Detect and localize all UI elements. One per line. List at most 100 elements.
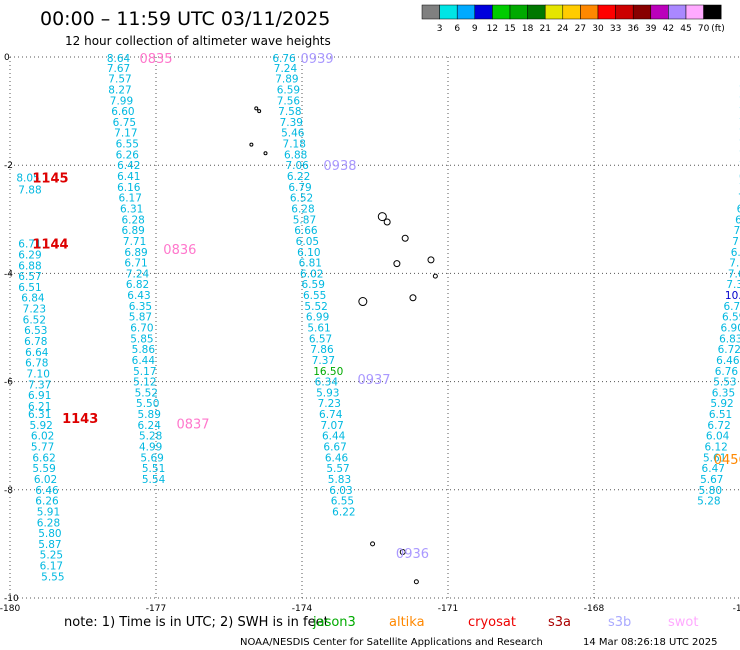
pass-time-label: 0837: [176, 417, 209, 432]
wave-height-value: 7.88: [18, 185, 41, 197]
scale-swatch: [685, 4, 704, 20]
credit-text: NOAA/NESDIS Center for Satellite Applica…: [240, 637, 543, 648]
wave-height-value: 6.28: [121, 214, 144, 226]
wave-height-value: 5.91: [37, 506, 60, 518]
wave-height-value: 5.87: [129, 312, 152, 324]
wave-height-value: 6.03: [329, 485, 352, 497]
pass-time-label: 0937: [357, 373, 390, 388]
wave-height-value: 6.05: [296, 236, 319, 248]
wave-height-value: 6.46: [716, 355, 740, 367]
wave-height-value: 6.90: [721, 323, 740, 335]
wave-height-value: 7.23: [318, 398, 341, 410]
wave-height-value: 5.80: [38, 528, 61, 540]
wave-height-value: 5.12: [133, 377, 156, 389]
wave-height-value: 7.99: [110, 95, 133, 107]
wave-height-value: 6.34: [315, 377, 339, 389]
wave-height-value: 6.51: [18, 282, 41, 294]
legend-item-s3b: s3b: [608, 615, 631, 630]
wave-height-value: 6.35: [712, 387, 735, 399]
island-outline: [263, 151, 268, 156]
wave-height-value: 6.66: [294, 225, 318, 237]
wave-height-value: 7.18: [283, 139, 306, 151]
x-tick-label: -174: [292, 604, 313, 614]
x-tick-label: -171: [438, 604, 458, 614]
legend-item-cryosat: cryosat: [468, 615, 516, 630]
wave-height-value: 6.84: [21, 293, 45, 305]
wave-height-value: 6.02: [31, 431, 54, 443]
wave-height-value: 5.52: [304, 301, 327, 313]
scale-label: 30: [592, 24, 604, 34]
pass-time-label: 0938: [323, 159, 356, 174]
wave-height-value: 6.72: [707, 420, 730, 432]
wave-height-value: 6.88: [18, 260, 41, 272]
note-text: note: 1) Time is in UTC; 2) SWH is in fe…: [64, 615, 329, 630]
scale-label: 9: [472, 24, 478, 34]
wave-height-value: 7.39: [280, 117, 303, 129]
wave-height-value: 6.64: [25, 347, 49, 359]
wave-height-value: 6.53: [24, 325, 47, 337]
wave-height-value: 7.07: [320, 420, 343, 432]
wave-height-value: 5.17: [133, 366, 156, 378]
wave-height-value: 6.55: [331, 496, 354, 508]
scale-label: 39: [645, 24, 657, 34]
wave-height-value: 6.17: [119, 193, 142, 205]
scale-label: 18: [522, 24, 534, 34]
wave-height-value: 6.97: [731, 247, 740, 259]
wave-height-value: 8.05: [16, 173, 39, 185]
wave-height-value: 5.46: [281, 128, 305, 140]
scale-swatch: [544, 4, 564, 20]
pass-time-label: 0835: [139, 52, 172, 67]
wave-height-value: 6.17: [40, 561, 63, 573]
track-0835: 8.647.677.578.277.996.606.757.176.556.26…: [107, 53, 166, 486]
wave-height-value: 6.31: [28, 409, 51, 421]
note-legend-bar: note: 1) Time is in UTC; 2) SWH is in fe…: [64, 615, 329, 630]
scale-swatch: [562, 4, 581, 20]
timestamp-text: 14 Mar 08:26:18 UTC 2025: [583, 637, 718, 648]
wave-height-value: 6.70: [130, 323, 153, 335]
wave-height-value: 6.79: [288, 182, 311, 194]
pass-time-label: 1143: [62, 412, 98, 427]
island-outline: [399, 549, 406, 556]
wave-height-value: 7.17: [114, 128, 137, 140]
scale-swatch: [580, 4, 599, 20]
wave-height-value: 6.52: [23, 314, 46, 326]
wave-height-value: 5.52: [135, 387, 158, 399]
wave-height-value: 6.42: [117, 160, 140, 172]
scale-label: 33: [610, 24, 621, 34]
pass-time-label: 0936: [396, 547, 429, 562]
scale-swatch: [703, 4, 722, 20]
scale-label: 45: [680, 24, 691, 34]
wave-height-value: 6.78: [25, 358, 48, 370]
wave-height-value: 8.27: [108, 84, 131, 96]
wave-height-value: 6.71: [124, 258, 147, 270]
wave-height-value: 5.77: [31, 442, 54, 454]
wave-height-tracks: 8.057.886.716.296.886.576.516.847.236.52…: [16, 53, 740, 583]
island-outline: [249, 142, 254, 147]
wave-height-value: 6.51: [709, 409, 732, 421]
pass-time-labels: 0835 0939 0938 1145 1144 0836 0937 1143 0837 0456…: [32, 52, 740, 562]
satellite-legend: jason3 altika cryosat s3a s3b swot: [312, 615, 698, 630]
wave-height-value: 5.69: [140, 452, 163, 464]
wave-height-value: 7.89: [275, 74, 298, 86]
wave-height-value: 7.58: [278, 106, 301, 118]
legend-item-jason3: jason3: [312, 615, 356, 630]
scale-label: 15: [504, 24, 515, 34]
scale-label: 70: [698, 24, 710, 34]
wave-height-value: 7.24: [274, 63, 298, 75]
y-tick-label: 0: [4, 53, 10, 63]
wave-height-value: 6.46: [35, 485, 59, 497]
scale-swatch: [597, 4, 616, 20]
wave-height-value: 6.59: [302, 279, 325, 291]
wave-height-value: 6.16: [117, 182, 141, 194]
wave-height-value: 6.47: [702, 463, 725, 475]
y-tick-label: -8: [4, 486, 13, 496]
wave-height-value: 6.22: [287, 171, 310, 183]
wave-height-value: 6.22: [332, 506, 355, 518]
scale-swatch: [474, 4, 493, 20]
wave-height-value: 6.02: [300, 268, 323, 280]
wave-height-value: 6.83: [719, 333, 740, 345]
wave-height-value: 7.66: [728, 268, 740, 280]
wave-height-value: 6.89: [124, 247, 147, 259]
wave-height-value: 5.93: [316, 387, 339, 399]
wave-height-value: 5.55: [41, 571, 64, 583]
